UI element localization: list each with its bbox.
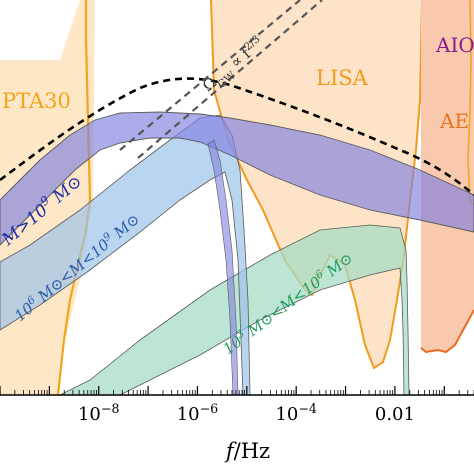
band-heavy-thin-tail bbox=[207, 139, 239, 395]
x-tick-label: 10−6 bbox=[177, 401, 218, 426]
aion-label: AIO bbox=[435, 33, 474, 57]
aedge-curve bbox=[420, 309, 474, 354]
band-medium-mass bbox=[0, 114, 251, 395]
x-tick-label: 10−4 bbox=[275, 401, 316, 426]
x-axis-ticks: 10−8 10−6 10−4 0.01 bbox=[0, 386, 474, 425]
omega-powerlaw-line-upper bbox=[119, 0, 301, 151]
omega-powerlaw-line-lower bbox=[137, 0, 323, 159]
aedge-label: AE bbox=[439, 109, 469, 133]
x-axis-label: f/Hz bbox=[224, 439, 270, 463]
dashed-envelope-curve bbox=[0, 77, 474, 196]
x-tick-label: 10−8 bbox=[78, 401, 119, 426]
lisa-label: LISA bbox=[316, 66, 369, 90]
x-tick-label: 0.01 bbox=[375, 404, 415, 425]
pta30-label: PTA30 bbox=[2, 89, 71, 113]
band-heavy-mass bbox=[0, 111, 474, 246]
